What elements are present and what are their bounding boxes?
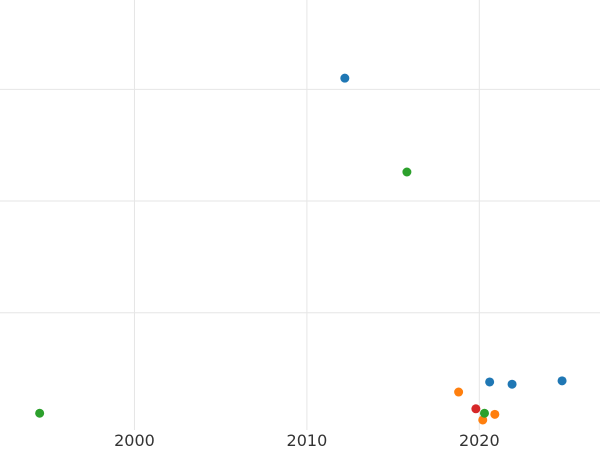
- data-point-2-0: [402, 167, 412, 177]
- data-point-2-2: [479, 408, 489, 418]
- grid: [0, 0, 600, 430]
- data-points: [35, 73, 567, 425]
- x-tick-label-2: 2020: [459, 431, 500, 450]
- data-point-0-1: [485, 377, 495, 387]
- x-tick-label-0: 2000: [114, 431, 155, 450]
- x-tick-label-1: 2010: [287, 431, 328, 450]
- data-point-0-2: [507, 379, 517, 389]
- x-axis-ticks: 2000 2010 2020: [114, 431, 500, 450]
- data-point-1-0: [454, 387, 464, 397]
- data-point-0-3: [557, 376, 567, 386]
- data-point-0-0: [340, 73, 350, 83]
- data-point-2-1: [35, 408, 45, 418]
- data-point-3-0: [471, 404, 481, 414]
- data-point-1-1: [490, 409, 500, 419]
